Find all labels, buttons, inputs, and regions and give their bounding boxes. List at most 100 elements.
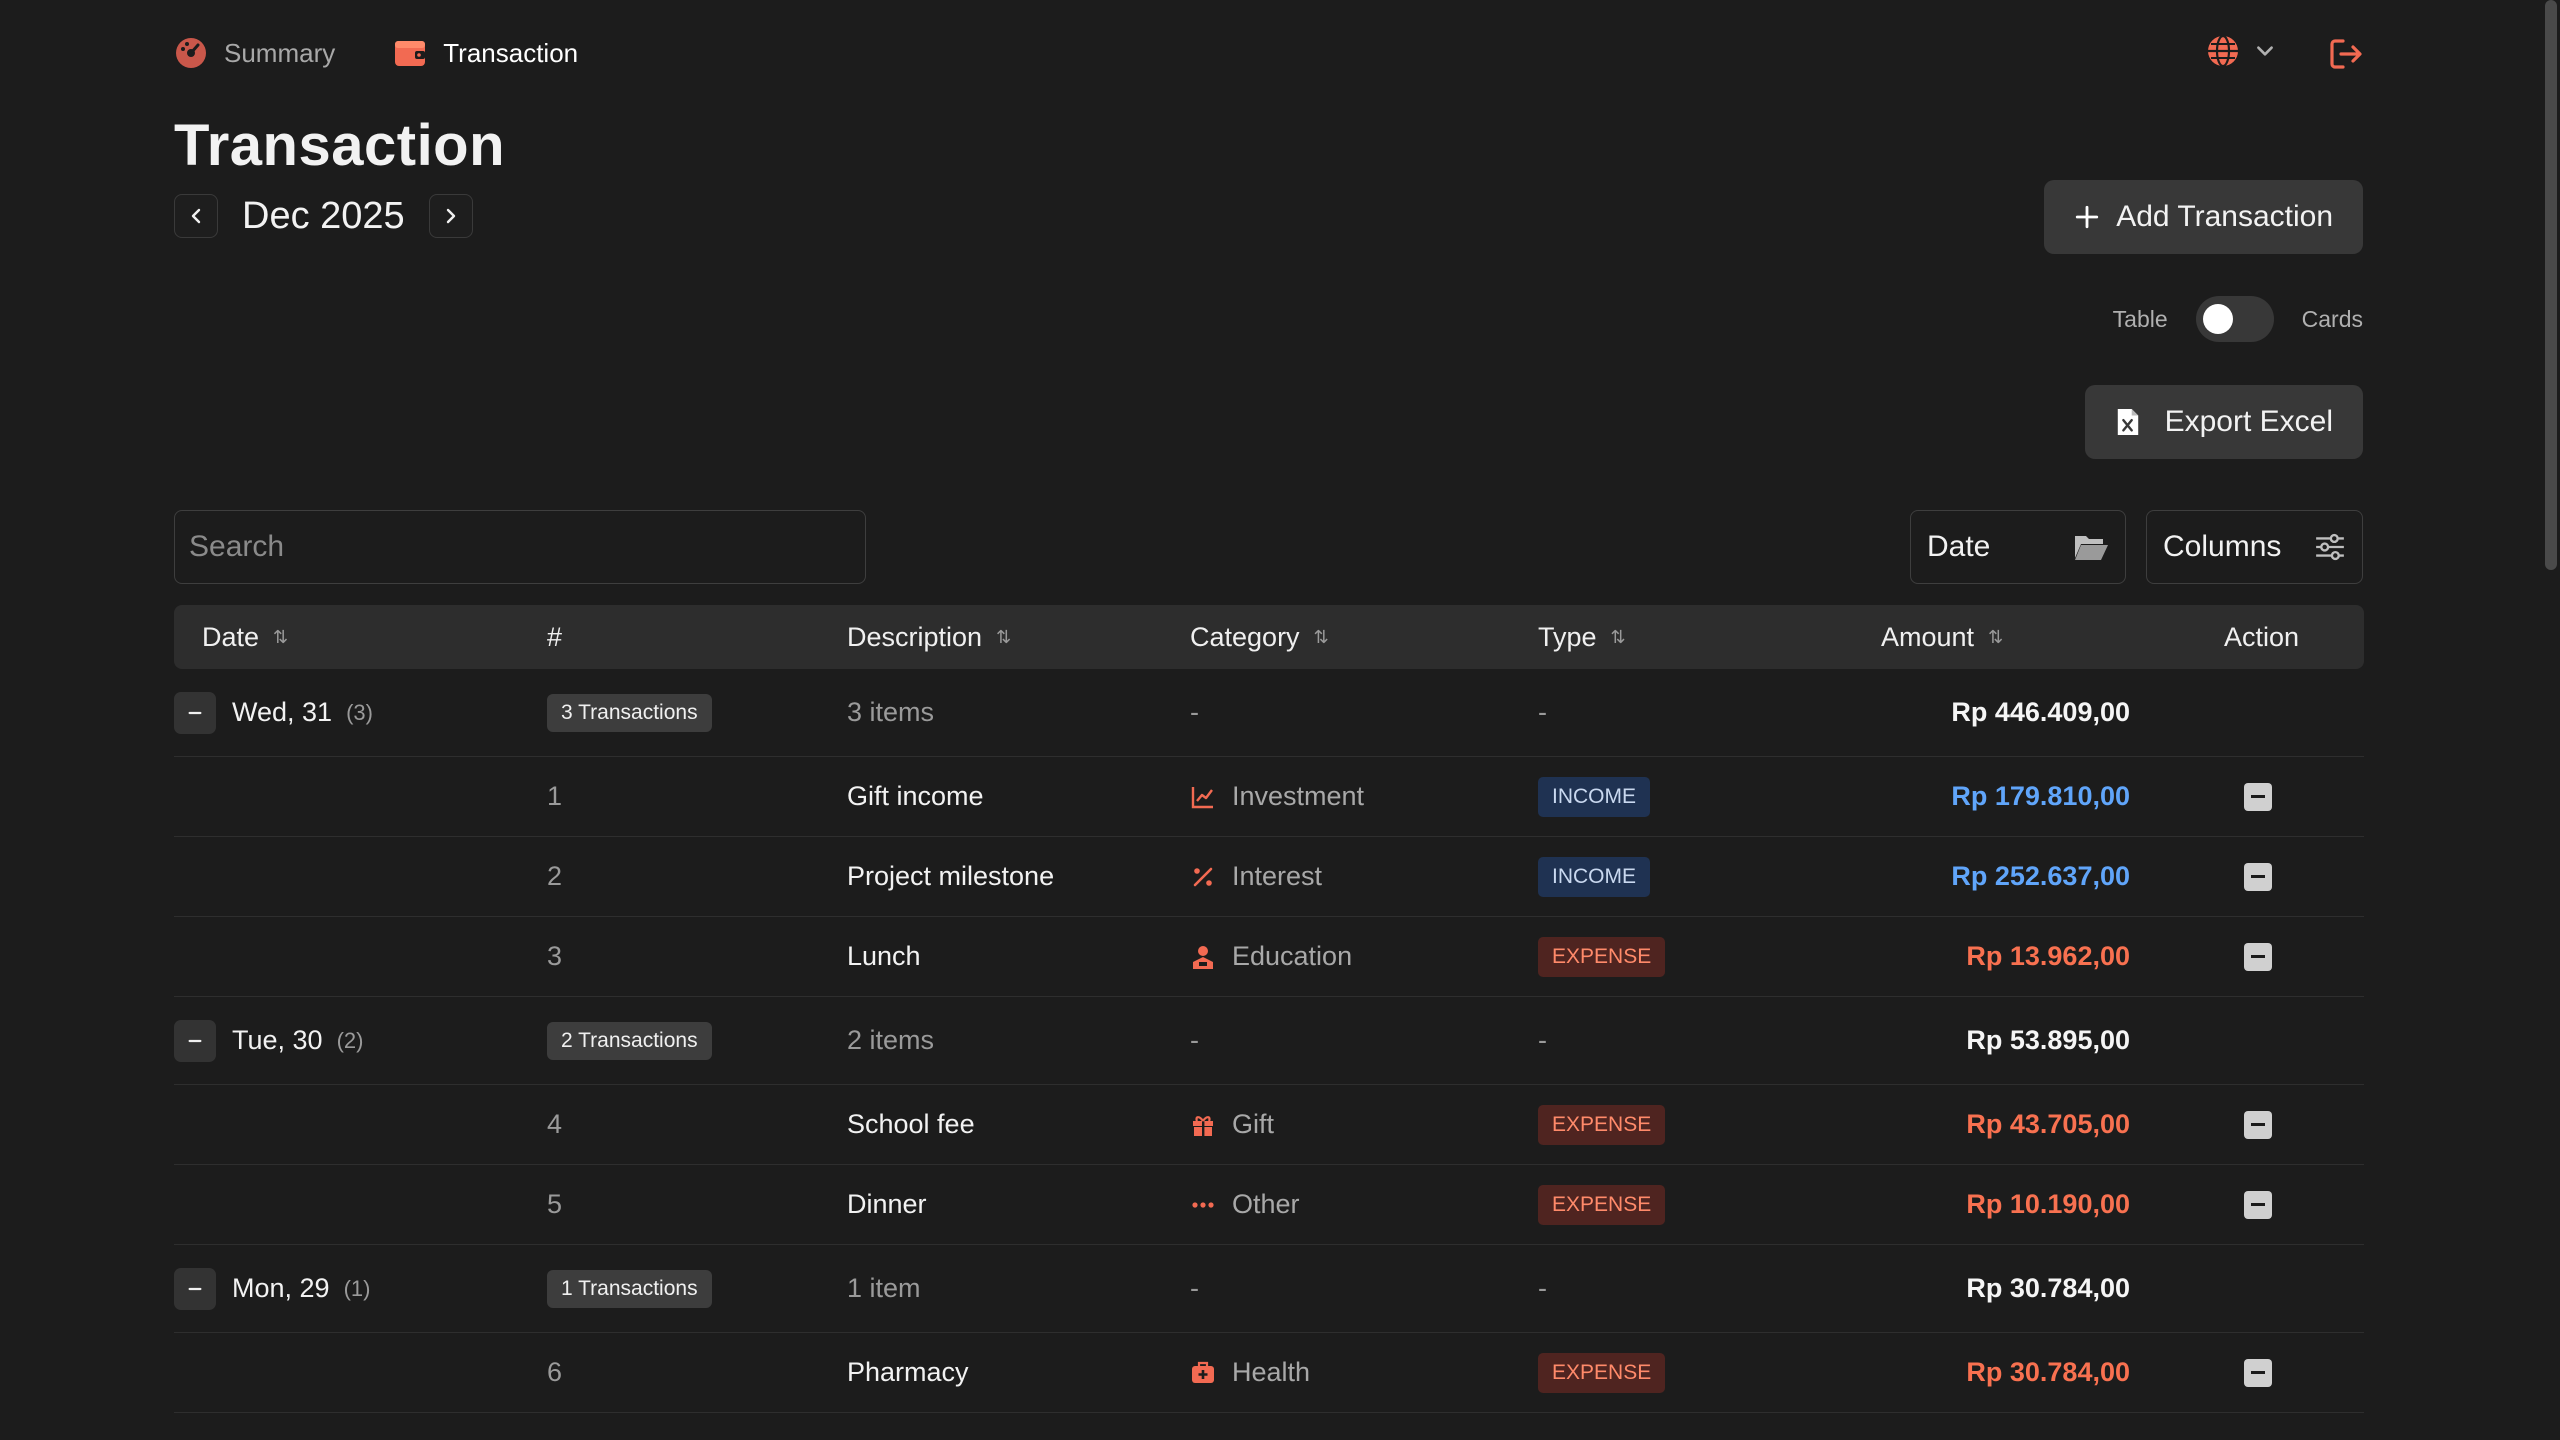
table-row[interactable]: 5 Dinner Other EXPENSE Rp 10.190,00 [174,1165,2364,1245]
col-category-header[interactable]: Category ⇅ [1190,605,1329,669]
graduation-icon [1190,944,1216,970]
group-row: Mon, 29 (1) 1 Transactions 1 item - - Rp … [174,1245,2364,1333]
group-category: - [1190,1273,1199,1303]
nav-transaction[interactable]: Transaction [393,36,578,70]
type-badge: EXPENSE [1538,936,1666,977]
prev-month-button[interactable] [174,194,218,238]
table-row[interactable]: 1 Gift income Investment INCOME Rp 179.8… [174,757,2364,837]
logout-icon[interactable] [2328,36,2364,72]
collapse-group-button[interactable] [174,1019,216,1062]
row-description: Lunch [847,941,921,971]
col-amount-header[interactable]: Amount ⇅ [1881,605,2003,669]
nav-summary-label: Summary [224,37,336,68]
page-scrollbar[interactable] [2545,0,2557,570]
delete-row-button[interactable] [2244,1358,2272,1387]
col-category-label: Category [1190,621,1300,652]
nav-transaction-label: Transaction [443,37,579,68]
delete-row-button[interactable] [2244,782,2272,811]
dashboard-gauge-icon [174,36,208,70]
table-row[interactable]: 2 Project milestone Interest INCOME Rp 2… [174,837,2364,917]
row-category: Health [1232,1357,1311,1387]
date-filter-button[interactable]: Date [1910,510,2126,584]
plus-icon [2076,205,2099,229]
table-row[interactable]: 4 School fee Gift EXPENSE Rp 43.705,00 [174,1085,2364,1165]
delete-row-button[interactable] [2244,1190,2272,1219]
group-items-label: 3 items [847,697,935,727]
export-excel-button[interactable]: Export Excel [2084,385,2363,459]
group-row: Wed, 31 (3) 3 Transactions 3 items - - Rp… [174,669,2364,757]
minus-icon [2251,1371,2265,1374]
row-category: Interest [1232,861,1323,891]
col-description-label: Description [847,621,983,652]
row-amount: Rp 13.962,00 [1966,941,2130,971]
group-count: (1) [343,1275,371,1301]
switch-knob [2202,304,2233,334]
row-number: 2 [547,861,563,891]
group-total: Rp 53.895,00 [1966,1025,2130,1055]
sliders-icon [2316,533,2344,561]
group-type: - [1538,697,1547,727]
delete-row-button[interactable] [2244,862,2272,891]
row-category: Gift [1232,1109,1275,1139]
add-transaction-label: Add Transaction [2116,200,2333,233]
view-mode-switch[interactable] [2195,296,2274,342]
chevron-left-icon [191,208,201,224]
row-category: Other [1232,1189,1300,1219]
nav-summary[interactable]: Summary [174,36,335,70]
delete-row-button[interactable] [2244,942,2272,971]
col-amount-label: Amount [1881,621,1975,652]
minus-icon [188,1039,202,1042]
sort-icon: ⇅ [1313,626,1329,647]
type-badge: INCOME [1538,856,1650,897]
page-title: Transaction [174,113,506,178]
top-right-controls [2206,34,2364,73]
row-description: Gift income [847,781,984,811]
columns-button[interactable]: Columns [2146,510,2363,584]
minus-icon [2251,1123,2265,1126]
language-selector[interactable] [2206,34,2276,73]
minus-icon [2251,875,2265,878]
row-number: 3 [547,941,563,971]
col-action-label: Action [2224,621,2300,652]
export-excel-label: Export Excel [2164,405,2333,438]
col-type-label: Type [1538,621,1597,652]
transactions-table: Date ⇅ # Description ⇅ Category ⇅ Type ⇅ Amo… [174,605,2364,1413]
next-month-button[interactable] [428,194,473,238]
collapse-group-button[interactable] [174,691,216,734]
minus-icon [188,1287,202,1290]
row-description: Pharmacy [847,1357,969,1387]
month-navigator: Dec 2025 [174,194,473,238]
percent-icon [1190,864,1216,890]
group-date: Tue, 30 [232,1025,323,1055]
table-row[interactable]: 6 Pharmacy Health EXPENSE Rp 30.784,00 [174,1333,2364,1413]
row-amount: Rp 43.705,00 [1966,1109,2130,1139]
row-description: Dinner [847,1189,927,1219]
col-description-header[interactable]: Description ⇅ [847,605,1011,669]
sort-icon: ⇅ [996,626,1012,647]
minus-icon [2251,955,2265,958]
delete-row-button[interactable] [2244,1110,2272,1139]
group-items-label: 2 items [847,1025,935,1055]
add-transaction-button[interactable]: Add Transaction [2044,180,2363,254]
minus-icon [188,711,202,714]
search-input[interactable] [174,510,866,584]
wallet-icon [393,36,427,70]
folder-open-icon [2075,536,2108,560]
chevron-down-icon [2254,40,2276,67]
group-category: - [1190,697,1199,727]
type-badge: INCOME [1538,776,1650,817]
chevron-right-icon [446,208,455,224]
transactions-count-badge: 1 Transactions [547,1269,712,1308]
col-type-header[interactable]: Type ⇅ [1538,605,1626,669]
chart-line-icon [1190,784,1216,810]
col-num-label: # [547,621,563,652]
collapse-group-button[interactable] [174,1267,216,1310]
col-date-header[interactable]: Date ⇅ [202,605,288,669]
globe-icon [2206,34,2240,73]
view-toggle: Table Cards [2113,296,2363,342]
row-amount: Rp 179.810,00 [1951,781,2130,811]
row-number: 6 [547,1357,563,1387]
transactions-count-badge: 2 Transactions [547,1021,712,1060]
row-category: Investment [1232,781,1365,811]
table-row[interactable]: 3 Lunch Education EXPENSE Rp 13.962,00 [174,917,2364,997]
